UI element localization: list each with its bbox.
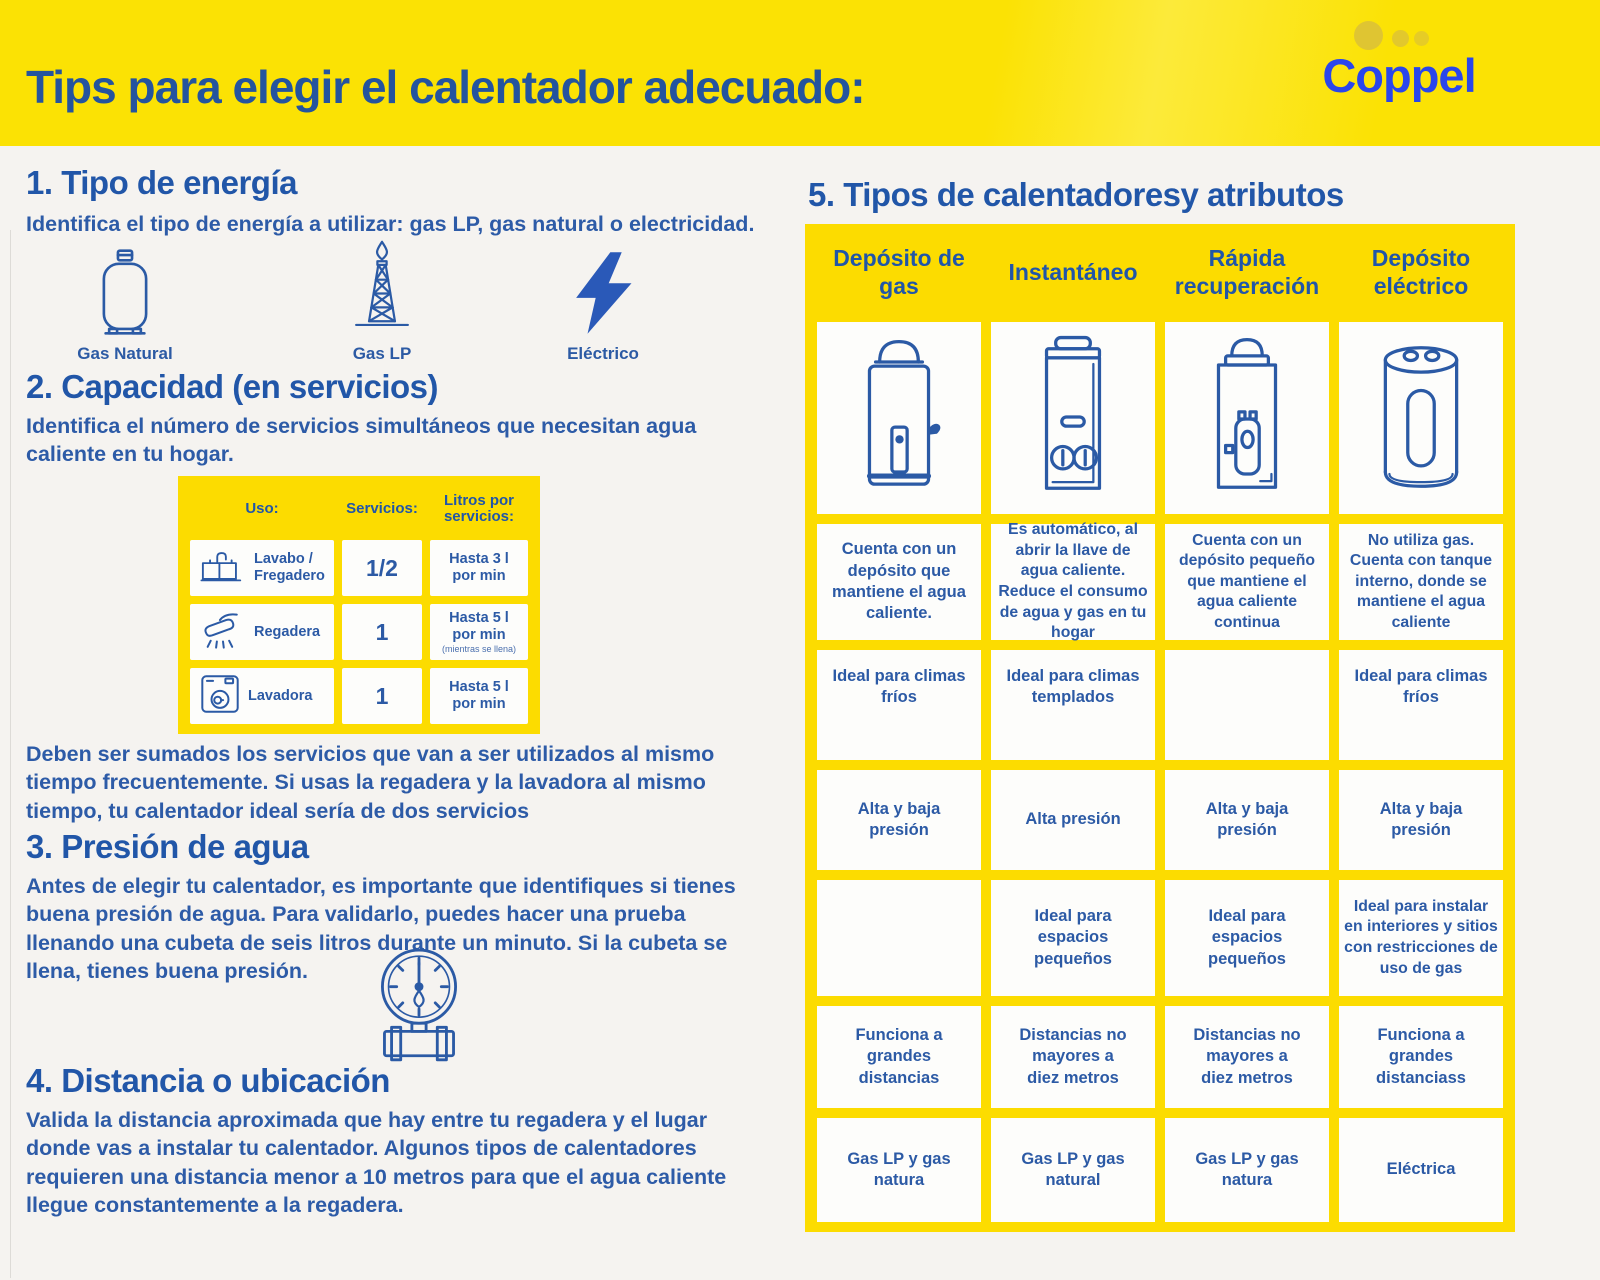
litros-note: (mientras se llena) — [441, 643, 517, 654]
litros-cell: Hasta 3 l por min — [430, 540, 528, 596]
rapid-recovery-heater-icon — [1165, 322, 1329, 514]
section2-footer: Deben ser sumados los servicios que van … — [26, 742, 715, 823]
attribute-cell-description: Es automático, al abrir la llave de agua… — [991, 521, 1155, 641]
attribute-cell-energy: Gas LP y gas natura — [1165, 1118, 1329, 1222]
section3-title: 3. Presión de agua — [26, 828, 309, 865]
attribute-cell-space: Ideal para espacios pequeños — [1165, 880, 1329, 996]
capacity-col-header: Uso: — [245, 499, 279, 517]
attribute-cell-description: No utiliza gas. Cuenta con tanque intern… — [1339, 524, 1503, 640]
heater-col-header: Depósito de gas — [833, 245, 965, 299]
attribute-cell-distance: Funciona a grandes distancias — [817, 1006, 981, 1108]
attribute-cell-pressure: Alta y baja presión — [1339, 770, 1503, 870]
energy-option-gas-natural: Gas Natural — [64, 246, 186, 364]
litros-value: Hasta 5 l por min — [449, 610, 509, 643]
table-row-uso-lavadora: Lavadora — [190, 668, 334, 724]
coppel-logo: Coppel — [1304, 18, 1494, 99]
servicios-value: 1/2 — [342, 540, 422, 596]
attribute-cell-pressure: Alta y baja presión — [1165, 770, 1329, 870]
capacity-col-header: Litros por servicios: — [443, 491, 515, 525]
heater-col-header: Rápida recuperación — [1174, 245, 1320, 299]
uso-label: Lavabo / Fregadero — [254, 551, 325, 584]
section4-desc: Valida la distancia aproximada que hay e… — [26, 1108, 727, 1218]
attribute-cell-space — [817, 880, 981, 996]
heater-col-header: Instantáneo — [1008, 259, 1138, 286]
washer-icon — [200, 674, 240, 719]
section5-title: 5. Tipos de calentadoresy atributos — [808, 176, 1344, 213]
servicios-value: 1 — [342, 604, 422, 660]
attribute-cell-space: Ideal para espacios pequeños — [991, 880, 1155, 996]
pressure-gauge-icon — [368, 944, 470, 1077]
electric-tank-heater-icon — [1339, 322, 1503, 514]
attribute-cell-energy: Gas LP y gas natural — [991, 1118, 1155, 1222]
attribute-cell-description: Cuenta con un depósito que mantiene el a… — [817, 524, 981, 640]
table-row-uso-lavabo: Lavabo / Fregadero — [190, 540, 334, 596]
shower-icon — [200, 609, 246, 656]
section1-desc: Identifica el tipo de energía a utilizar… — [26, 212, 755, 236]
energy-label: Eléctrico — [567, 344, 639, 363]
page-title: Tips para elegir el calentador adecuado: — [26, 61, 866, 113]
litros-value: Hasta 5 l por min — [449, 679, 509, 712]
table-row-uso-regadera: Regadera — [190, 604, 334, 660]
gas-derrick-icon — [322, 240, 442, 336]
header-band: Tips para elegir el calentador adecuado:… — [0, 0, 1600, 146]
litros-cell: Hasta 5 l por min (mientras se llena) — [430, 604, 528, 660]
heater-col-header: Depósito eléctrico — [1371, 245, 1471, 299]
energy-option-electrico: Eléctrico — [540, 246, 666, 364]
attribute-cell-energy: Gas LP y gas natura — [817, 1118, 981, 1222]
attribute-cell-pressure: Alta y baja presión — [817, 770, 981, 870]
uso-label: Regadera — [254, 623, 321, 640]
energy-option-gas-lp: Gas LP — [322, 240, 442, 364]
attribute-cell-energy: Eléctrica — [1339, 1118, 1503, 1222]
attribute-cell-description: Cuenta con un depósito pequeño que manti… — [1165, 524, 1329, 640]
attribute-cell-distance: Funciona a grandes distanciass — [1339, 1006, 1503, 1108]
capacity-table: Uso: Servicios: Litros por servicios: La… — [178, 476, 540, 734]
gas-cylinder-icon — [64, 246, 186, 336]
attribute-cell-climate — [1165, 650, 1329, 760]
coppel-logo-text: Coppel — [1322, 49, 1476, 102]
heater-types-table: Depósito de gas Instantáneo Rápida recup… — [805, 224, 1515, 1232]
lightning-bolt-icon — [540, 246, 666, 336]
coppel-dots-icon — [1304, 18, 1494, 52]
uso-label: Lavadora — [248, 687, 313, 704]
section2-desc: Identifica el número de servicios simult… — [26, 414, 697, 467]
attribute-cell-space: Ideal para instalar en interiores y siti… — [1339, 880, 1503, 996]
section4-title: 4. Distancia o ubicación — [26, 1062, 390, 1099]
storage-gas-heater-icon — [817, 322, 981, 514]
section2-title: 2. Capacidad (en servicios) — [26, 368, 439, 405]
attribute-cell-distance: Distancias no mayores a diez metros — [1165, 1006, 1329, 1108]
capacity-col-header: Servicios: — [346, 499, 418, 517]
attribute-cell-climate: Ideal para climas fríos — [817, 650, 981, 760]
section3-desc: Antes de elegir tu calentador, es import… — [26, 874, 736, 984]
attribute-cell-climate: Ideal para climas templados — [991, 650, 1155, 760]
attribute-cell-distance: Distancias no mayores a diez metros — [991, 1006, 1155, 1108]
energy-label: Gas Natural — [77, 344, 173, 363]
litros-cell: Hasta 5 l por min — [430, 668, 528, 724]
attribute-cell-pressure: Alta presión — [991, 770, 1155, 870]
section1-title: 1. Tipo de energía — [26, 164, 297, 201]
litros-value: Hasta 3 l por min — [449, 551, 509, 584]
left-edge-line — [10, 230, 11, 1278]
attribute-cell-climate: Ideal para climas fríos — [1339, 650, 1503, 760]
instant-heater-icon — [991, 322, 1155, 514]
energy-label: Gas LP — [352, 344, 412, 363]
servicios-value: 1 — [342, 668, 422, 724]
sink-icon — [200, 546, 246, 591]
